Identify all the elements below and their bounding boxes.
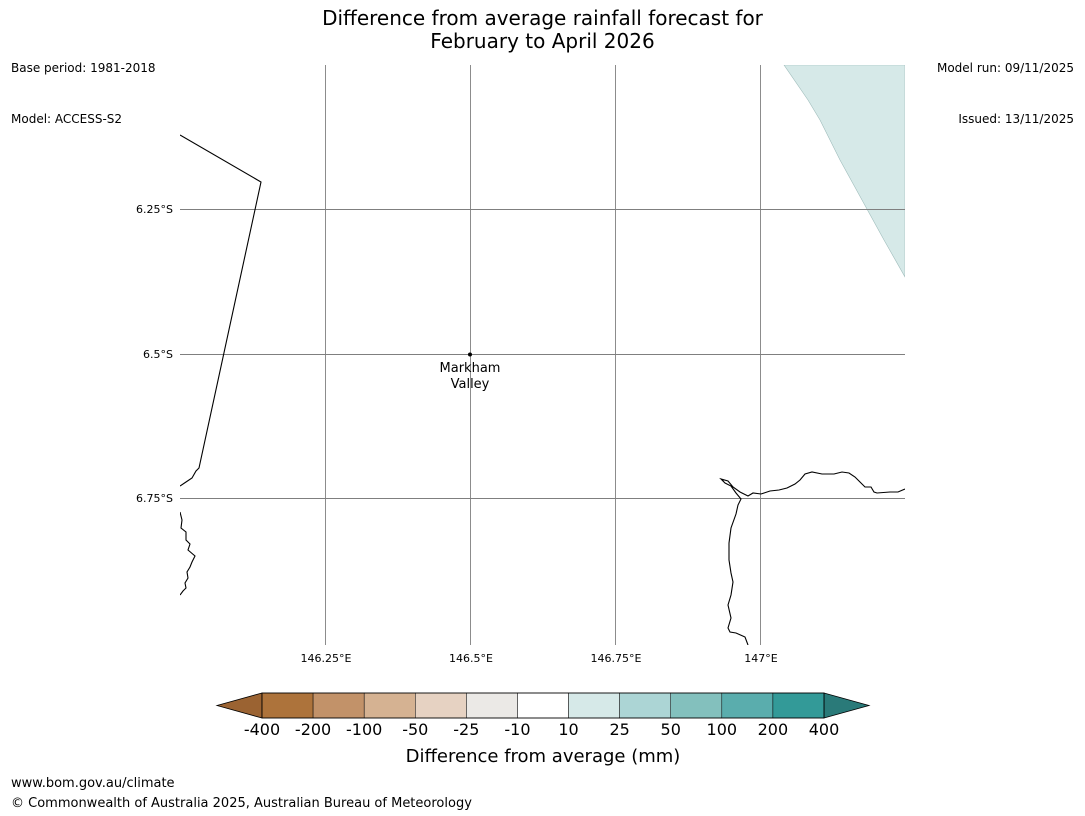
colorbar-tick-label: 400 [809, 720, 840, 739]
colorbar-tick-label: -200 [295, 720, 331, 739]
colorbar-segment [466, 692, 518, 719]
title-line-1: Difference from average rainfall forecas… [322, 6, 763, 30]
location-marker [468, 352, 472, 357]
place-label-line-2: Valley [451, 377, 490, 392]
place-label-line-1: Markham [440, 361, 501, 376]
colorbar-extend-low [215, 692, 263, 719]
footer-url[interactable]: www.bom.gov.au/climate [11, 776, 175, 791]
colorbar-segments [261, 692, 825, 719]
coastline-southeast [719, 471, 905, 645]
lat-label-6-25: 6.25°S [136, 203, 173, 216]
colorbar-segment [772, 692, 825, 719]
colorbar-segment [415, 692, 467, 719]
run-info: Model run: 09/11/2025 Issued: 13/11/2025 [937, 26, 1074, 145]
gridlines [180, 65, 905, 645]
colorbar: -400 -200 -100 -50 -25 -10 10 25 50 100 200 400 [215, 692, 871, 739]
colorbar-tick-label: -10 [504, 720, 530, 739]
lon-label-147: 147°E [744, 652, 777, 665]
model-info: Base period: 1981-2018 Model: ACCESS-S2 [11, 26, 156, 145]
issued-text: Issued: 13/11/2025 [958, 112, 1074, 126]
colorbar-label: Difference from average (mm) [406, 746, 681, 767]
shaded-rainfall-region [783, 65, 905, 278]
coastlines [180, 134, 905, 645]
colorbar-segment [721, 692, 774, 719]
map-plot-area [180, 65, 905, 645]
map-title: Difference from average rainfall forecas… [0, 7, 1085, 53]
colorbar-extend-high [823, 692, 871, 719]
colorbar-frame [261, 692, 825, 719]
colorbar-tick-label: 25 [609, 720, 629, 739]
boundary-line-west [180, 134, 262, 487]
title-line-2: February to April 2026 [430, 29, 655, 53]
footer-copyright: © Commonwealth of Australia 2025, Austra… [11, 796, 472, 811]
colorbar-segment [670, 692, 723, 719]
colorbar-tick-label: -25 [453, 720, 479, 739]
colorbar-ticks: -400 -200 -100 -50 -25 -10 10 25 50 100 200 400 [244, 720, 839, 739]
colorbar-tick-label: -400 [244, 720, 280, 739]
colorbar-tick-label: -100 [346, 720, 382, 739]
lat-label-6-75: 6.75°S [136, 492, 173, 505]
colorbar-tick-label: 50 [661, 720, 681, 739]
colorbar-segment [363, 692, 416, 719]
lon-label-146-25: 146.25°E [301, 652, 352, 665]
lon-label-146-75: 146.75°E [591, 652, 642, 665]
lat-label-6-5: 6.5°S [143, 348, 173, 361]
coastline-southwest [180, 511, 196, 596]
colorbar-segment [619, 692, 671, 719]
model-text: Model: ACCESS-S2 [11, 112, 123, 126]
colorbar-tick-label: -50 [402, 720, 428, 739]
colorbar-tick-label: 200 [758, 720, 789, 739]
colorbar-segment [568, 692, 620, 719]
colorbar-tick-label: 10 [558, 720, 578, 739]
base-period-text: Base period: 1981-2018 [11, 61, 156, 75]
model-run-text: Model run: 09/11/2025 [936, 61, 1074, 75]
colorbar-segment [517, 692, 569, 719]
lon-label-146-5: 146.5°E [449, 652, 493, 665]
colorbar-tick-label: 100 [707, 720, 738, 739]
colorbar-segment [261, 692, 314, 719]
colorbar-segment [312, 692, 365, 719]
